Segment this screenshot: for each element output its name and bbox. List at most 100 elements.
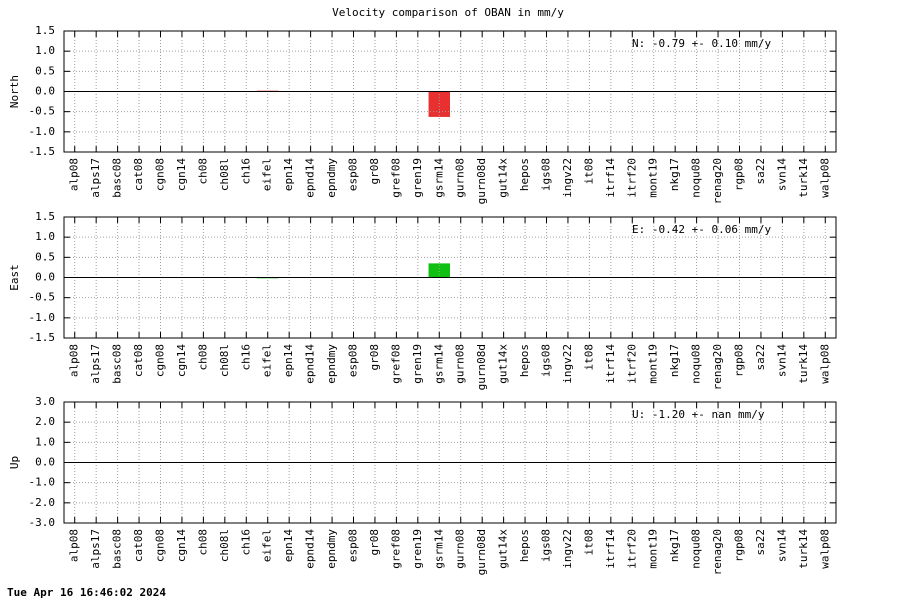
- plot-frame: [63, 401, 837, 524]
- x-tick-label: hepos: [518, 344, 531, 377]
- x-tick-label: epndmy: [325, 344, 338, 384]
- y-tick-label: 3.0: [35, 395, 55, 408]
- x-tick-label: epndmy: [325, 158, 338, 198]
- bar: [428, 91, 450, 117]
- footer: Tue Apr 16 16:46:02 2024: [7, 586, 166, 599]
- y-tick-label: -1.0: [29, 476, 56, 489]
- x-tick-label: gr08: [368, 529, 381, 556]
- x-tick-label: basc08: [111, 344, 124, 384]
- y-tick-label: -3.0: [29, 516, 56, 529]
- x-tick-label: noqu08: [690, 158, 703, 198]
- x-tick-label: alps17: [89, 529, 102, 569]
- y-tick-label: -2.0: [29, 496, 56, 509]
- x-tick-label: itrf14: [604, 344, 617, 384]
- y-axis-label: Up: [8, 456, 21, 469]
- x-tick-label: epnd14: [304, 158, 317, 198]
- x-tick-label: mont19: [647, 529, 660, 569]
- annotation: E: -0.42 +- 0.06 mm/y: [632, 223, 771, 236]
- x-tick-label: alps17: [89, 158, 102, 198]
- y-tick-label: 0.0: [35, 271, 55, 284]
- x-tick-label: epndmy: [325, 529, 338, 569]
- x-tick-label: turk14: [797, 158, 810, 198]
- x-tick-label: gref08: [389, 344, 402, 384]
- x-tick-label: gren19: [411, 344, 424, 384]
- x-tick-label: svn14: [775, 158, 788, 191]
- x-tick-label: basc08: [111, 529, 124, 569]
- x-tick-label: alp08: [68, 158, 81, 191]
- y-axis-label: East: [8, 264, 21, 291]
- x-tick-label: rgp08: [733, 158, 746, 191]
- x-tick-label: eifel: [261, 344, 274, 377]
- y-tick-label: 0.5: [35, 250, 55, 263]
- x-tick-label: itrf20: [625, 344, 638, 384]
- x-tick-label: turk14: [797, 529, 810, 569]
- x-tick-label: gsrm14: [432, 344, 445, 384]
- x-tick-label: ingv22: [561, 529, 574, 569]
- x-tick-label: esp08: [347, 529, 360, 562]
- x-tick-label: ch08: [196, 344, 209, 371]
- y-tick-label: 1.0: [35, 44, 55, 57]
- x-tick-label: gsrm14: [432, 158, 445, 198]
- y-tick-label: 1.5: [35, 210, 55, 223]
- x-tick-label: gren19: [411, 158, 424, 198]
- x-tick-label: alp08: [68, 529, 81, 562]
- annotation: U: -1.20 +- nan mm/y: [632, 408, 765, 421]
- x-tick-label: epn14: [282, 344, 295, 377]
- x-tick-label: renag20: [711, 158, 724, 204]
- x-tick-label: cgn08: [154, 344, 167, 377]
- x-tick-label: ch08: [196, 158, 209, 185]
- x-tick-label: gurn08: [454, 158, 467, 198]
- x-tick-label: hepos: [518, 529, 531, 562]
- y-tick-label: 0.0: [35, 456, 55, 469]
- x-tick-label: ch16: [239, 344, 252, 371]
- x-tick-label: ch08: [196, 529, 209, 556]
- x-tick-label: hepos: [518, 158, 531, 191]
- x-tick-label: ingv22: [561, 158, 574, 198]
- x-tick-label: gurn08: [454, 344, 467, 384]
- x-tick-label: eifel: [261, 158, 274, 191]
- x-tick-label: rgp08: [733, 344, 746, 377]
- x-tick-label: mont19: [647, 344, 660, 384]
- x-tick-label: gref08: [389, 158, 402, 198]
- x-tick-label: ch08l: [218, 344, 231, 377]
- x-tick-label: epnd14: [304, 344, 317, 384]
- x-tick-label: ch08l: [218, 529, 231, 562]
- x-tick-label: gsrm14: [432, 529, 445, 569]
- x-tick-label: svn14: [775, 529, 788, 562]
- x-tick-label: it08: [582, 529, 595, 556]
- x-tick-label: gurn08d: [475, 158, 488, 204]
- x-tick-label: igs08: [540, 529, 553, 562]
- y-tick-label: 2.0: [35, 415, 55, 428]
- y-tick-label: -1.0: [29, 125, 56, 138]
- x-tick-label: nkg17: [668, 158, 681, 191]
- x-tick-label: cgn14: [175, 529, 188, 562]
- x-tick-label: gut14x: [497, 344, 510, 384]
- x-tick-label: esp08: [347, 344, 360, 377]
- x-tick-label: svn14: [775, 344, 788, 377]
- x-tick-label: alp08: [68, 344, 81, 377]
- x-tick-label: alps17: [89, 344, 102, 384]
- plot-frame: [63, 216, 837, 339]
- x-tick-label: ch16: [239, 158, 252, 185]
- x-tick-label: igs08: [540, 344, 553, 377]
- plot-frame: [63, 30, 837, 153]
- x-tick-label: sa22: [754, 344, 767, 371]
- y-tick-label: -1.5: [29, 145, 56, 158]
- x-tick-label: ingv22: [561, 344, 574, 384]
- x-tick-label: gr08: [368, 158, 381, 185]
- x-tick-label: cat08: [132, 529, 145, 562]
- x-tick-label: walp08: [818, 344, 831, 384]
- x-tick-label: epnd14: [304, 529, 317, 569]
- x-tick-label: epn14: [282, 158, 295, 191]
- y-tick-label: 0.0: [35, 85, 55, 98]
- x-tick-label: cat08: [132, 344, 145, 377]
- x-tick-label: renag20: [711, 344, 724, 390]
- x-tick-label: itrf20: [625, 529, 638, 569]
- y-tick-label: -0.5: [29, 105, 56, 118]
- y-axis-label: North: [8, 75, 21, 108]
- x-tick-label: cgn14: [175, 158, 188, 191]
- x-tick-label: it08: [582, 158, 595, 185]
- x-tick-label: igs08: [540, 158, 553, 191]
